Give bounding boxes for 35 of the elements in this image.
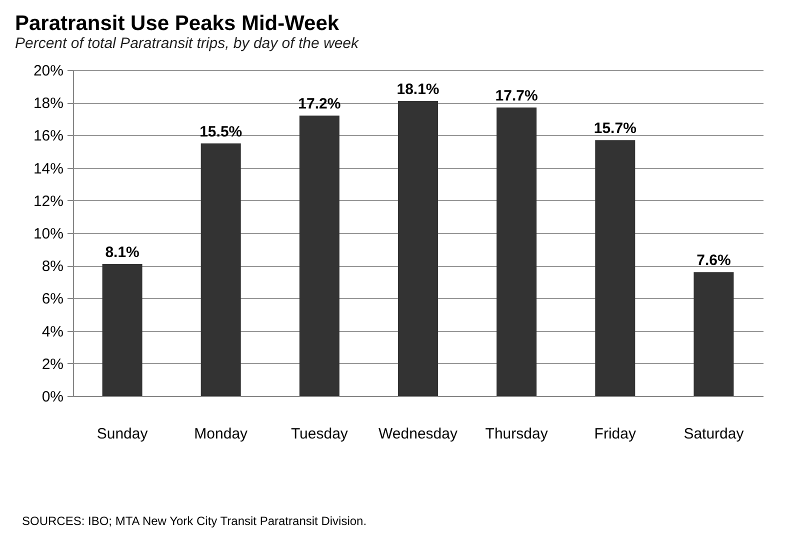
y-tick-label: 10% (33, 226, 64, 242)
bar (496, 107, 537, 396)
bar (694, 272, 734, 396)
x-tick-label: Sunday (96, 426, 148, 442)
y-tick-label: 20% (33, 62, 64, 80)
bar (299, 116, 340, 396)
y-tick-label: 16% (33, 128, 64, 145)
data-label: 15.7% (594, 120, 636, 138)
y-tick-label: 6% (42, 290, 64, 308)
y-tick-label: 4% (42, 323, 64, 340)
y-tick-label: 8% (42, 258, 64, 276)
x-tick-label: Saturday (684, 426, 744, 442)
data-label: 7.6% (696, 252, 731, 270)
data-label: 18.1% (396, 80, 440, 98)
x-tick-label: Thursday (485, 426, 548, 442)
y-tick-label: 0% (42, 388, 64, 406)
y-tick-label: 2% (42, 356, 64, 373)
y-tick-label: 18% (33, 95, 64, 112)
x-tick-label: Monday (194, 426, 248, 442)
bar (398, 100, 438, 396)
bar (102, 264, 142, 396)
y-tick-label: 12% (33, 192, 64, 210)
y-tick-label: 14% (33, 160, 64, 178)
bar (595, 140, 636, 396)
x-tick-label: Wednesday (378, 426, 458, 442)
data-label: 17.2% (298, 96, 341, 113)
x-tick-label: Tuesday (290, 426, 348, 442)
chart-title: Paratransit Use Peaks Mid-Week (15, 12, 340, 35)
chart-subtitle: Percent of total Paratransit trips, by day of the week (15, 35, 360, 52)
bar (200, 143, 241, 396)
x-tick-label: Friday (594, 426, 636, 442)
data-label: 15.5% (200, 123, 242, 140)
data-label: 17.7% (495, 87, 538, 104)
data-label: 8.1% (105, 244, 140, 261)
source-note: SOURCES: IBO; MTA New York City Transit Paratransit Division. (22, 514, 367, 528)
